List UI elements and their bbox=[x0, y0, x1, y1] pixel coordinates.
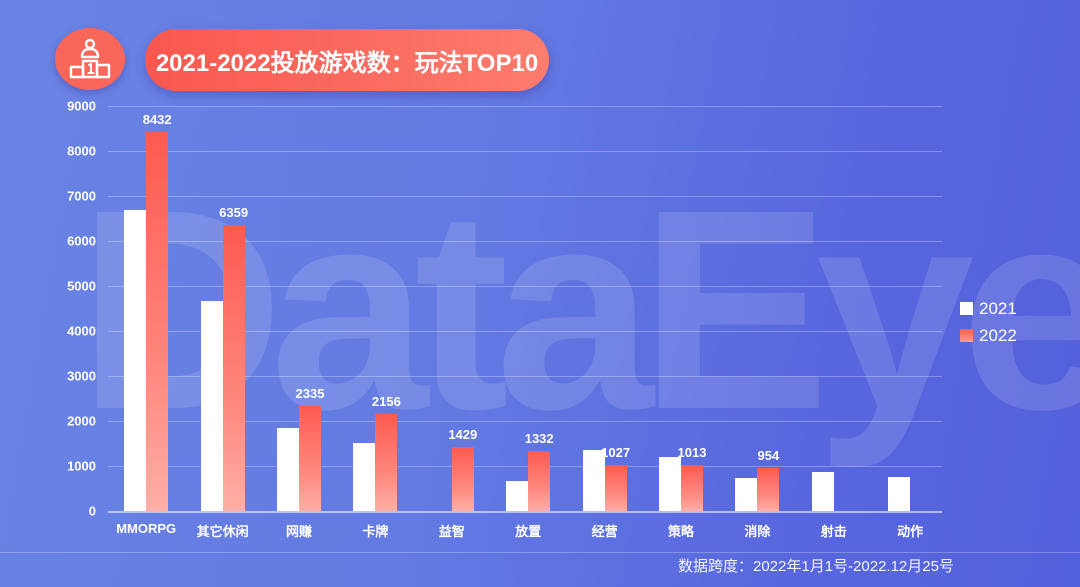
legend-item-2022[interactable]: 2022 bbox=[960, 322, 1017, 349]
bar-value-label: 2335 bbox=[295, 385, 325, 401]
gridline bbox=[108, 106, 942, 107]
gridline bbox=[108, 331, 942, 332]
y-axis-tick-label: 4000 bbox=[67, 323, 96, 339]
bar-2021-网赚[interactable] bbox=[277, 428, 299, 511]
bar-2022-经营[interactable] bbox=[604, 464, 627, 511]
y-axis-tick-label: 0 bbox=[88, 503, 96, 519]
bar-2021-经营[interactable] bbox=[582, 449, 605, 511]
legend-swatch-2022 bbox=[960, 329, 973, 342]
header-icon-badge bbox=[55, 28, 125, 90]
x-axis-category-label: MMORPG bbox=[116, 521, 177, 536]
legend-label: 2022 bbox=[979, 325, 1017, 345]
bar-value-label: 2156 bbox=[371, 393, 401, 409]
y-axis-tick-label: 3000 bbox=[67, 368, 96, 384]
y-axis-tick-label: 7000 bbox=[67, 188, 96, 204]
bar-value-label: 954 bbox=[757, 448, 780, 464]
bar-2022-其它休闲[interactable] bbox=[222, 224, 245, 511]
x-axis-category-label: 经营 bbox=[591, 524, 618, 539]
bar-2021-策略[interactable] bbox=[659, 457, 681, 511]
gridline bbox=[108, 151, 942, 152]
bar-2021-MMORPG[interactable] bbox=[124, 209, 147, 511]
bar-2022-放置[interactable] bbox=[528, 451, 551, 511]
x-axis-category-label: 网赚 bbox=[285, 524, 312, 539]
bar-value-label: 1332 bbox=[524, 431, 554, 447]
y-axis-tick-label: 8000 bbox=[67, 143, 96, 159]
bar-2022-卡牌[interactable] bbox=[375, 413, 398, 511]
bar-2021-放置[interactable] bbox=[506, 480, 529, 511]
bar-2021-射击[interactable] bbox=[811, 471, 834, 511]
footer-divider bbox=[0, 552, 1080, 553]
bar-2021-动作[interactable] bbox=[888, 476, 911, 511]
chart-title: 2021-2022投放游戏数：玩法TOP10 bbox=[145, 29, 549, 91]
bar-2022-策略[interactable] bbox=[681, 465, 703, 511]
chart-legend: 2021 2022 bbox=[960, 295, 1017, 349]
bar-2022-MMORPG[interactable] bbox=[146, 131, 169, 511]
y-axis-tick-label: 6000 bbox=[67, 233, 96, 249]
bar-2022-益智[interactable] bbox=[451, 446, 474, 511]
y-axis-tick-label: 2000 bbox=[67, 413, 96, 429]
gridline bbox=[108, 466, 942, 467]
legend-swatch-2021 bbox=[960, 302, 973, 315]
bar-2021-消除[interactable] bbox=[735, 478, 758, 511]
y-axis-tick-label: 1000 bbox=[67, 458, 96, 474]
bar-value-label: 1027 bbox=[601, 444, 631, 460]
x-axis-category-label: 放置 bbox=[515, 524, 542, 539]
bar-2022-网赚[interactable] bbox=[299, 405, 321, 511]
data-range-footnote: 数据跨度：2022年1月1号-2022.12月25号 bbox=[678, 558, 954, 575]
x-axis-category-label: 卡牌 bbox=[362, 524, 389, 539]
bar-value-label: 8432 bbox=[142, 111, 172, 127]
gridline bbox=[108, 421, 942, 422]
legend-label: 2021 bbox=[979, 298, 1017, 318]
x-axis-category-label: 动作 bbox=[897, 524, 924, 539]
x-axis-category-label: 射击 bbox=[820, 524, 847, 539]
podium-icon bbox=[69, 38, 111, 79]
bar-value-label: 1013 bbox=[677, 445, 707, 461]
x-axis-line bbox=[108, 511, 942, 513]
bar-value-label: 1429 bbox=[448, 426, 478, 442]
gridline bbox=[108, 241, 942, 242]
bar-value-label: 6359 bbox=[219, 204, 249, 220]
bar-2022-消除[interactable] bbox=[757, 468, 780, 511]
gridline bbox=[108, 196, 942, 197]
x-axis-category-label: 消除 bbox=[744, 524, 771, 539]
y-axis-tick-label: 5000 bbox=[67, 278, 96, 294]
gridline bbox=[108, 286, 942, 287]
bar-2021-卡牌[interactable] bbox=[353, 443, 376, 511]
legend-item-2021[interactable]: 2021 bbox=[960, 295, 1017, 322]
gridline bbox=[108, 376, 942, 377]
x-axis-category-label: 策略 bbox=[667, 524, 694, 539]
x-axis-category-label: 其它休闲 bbox=[196, 524, 249, 539]
x-axis-category-label: 益智 bbox=[438, 524, 465, 539]
bar-2021-其它休闲[interactable] bbox=[200, 300, 223, 511]
y-axis-tick-label: 9000 bbox=[67, 98, 96, 114]
